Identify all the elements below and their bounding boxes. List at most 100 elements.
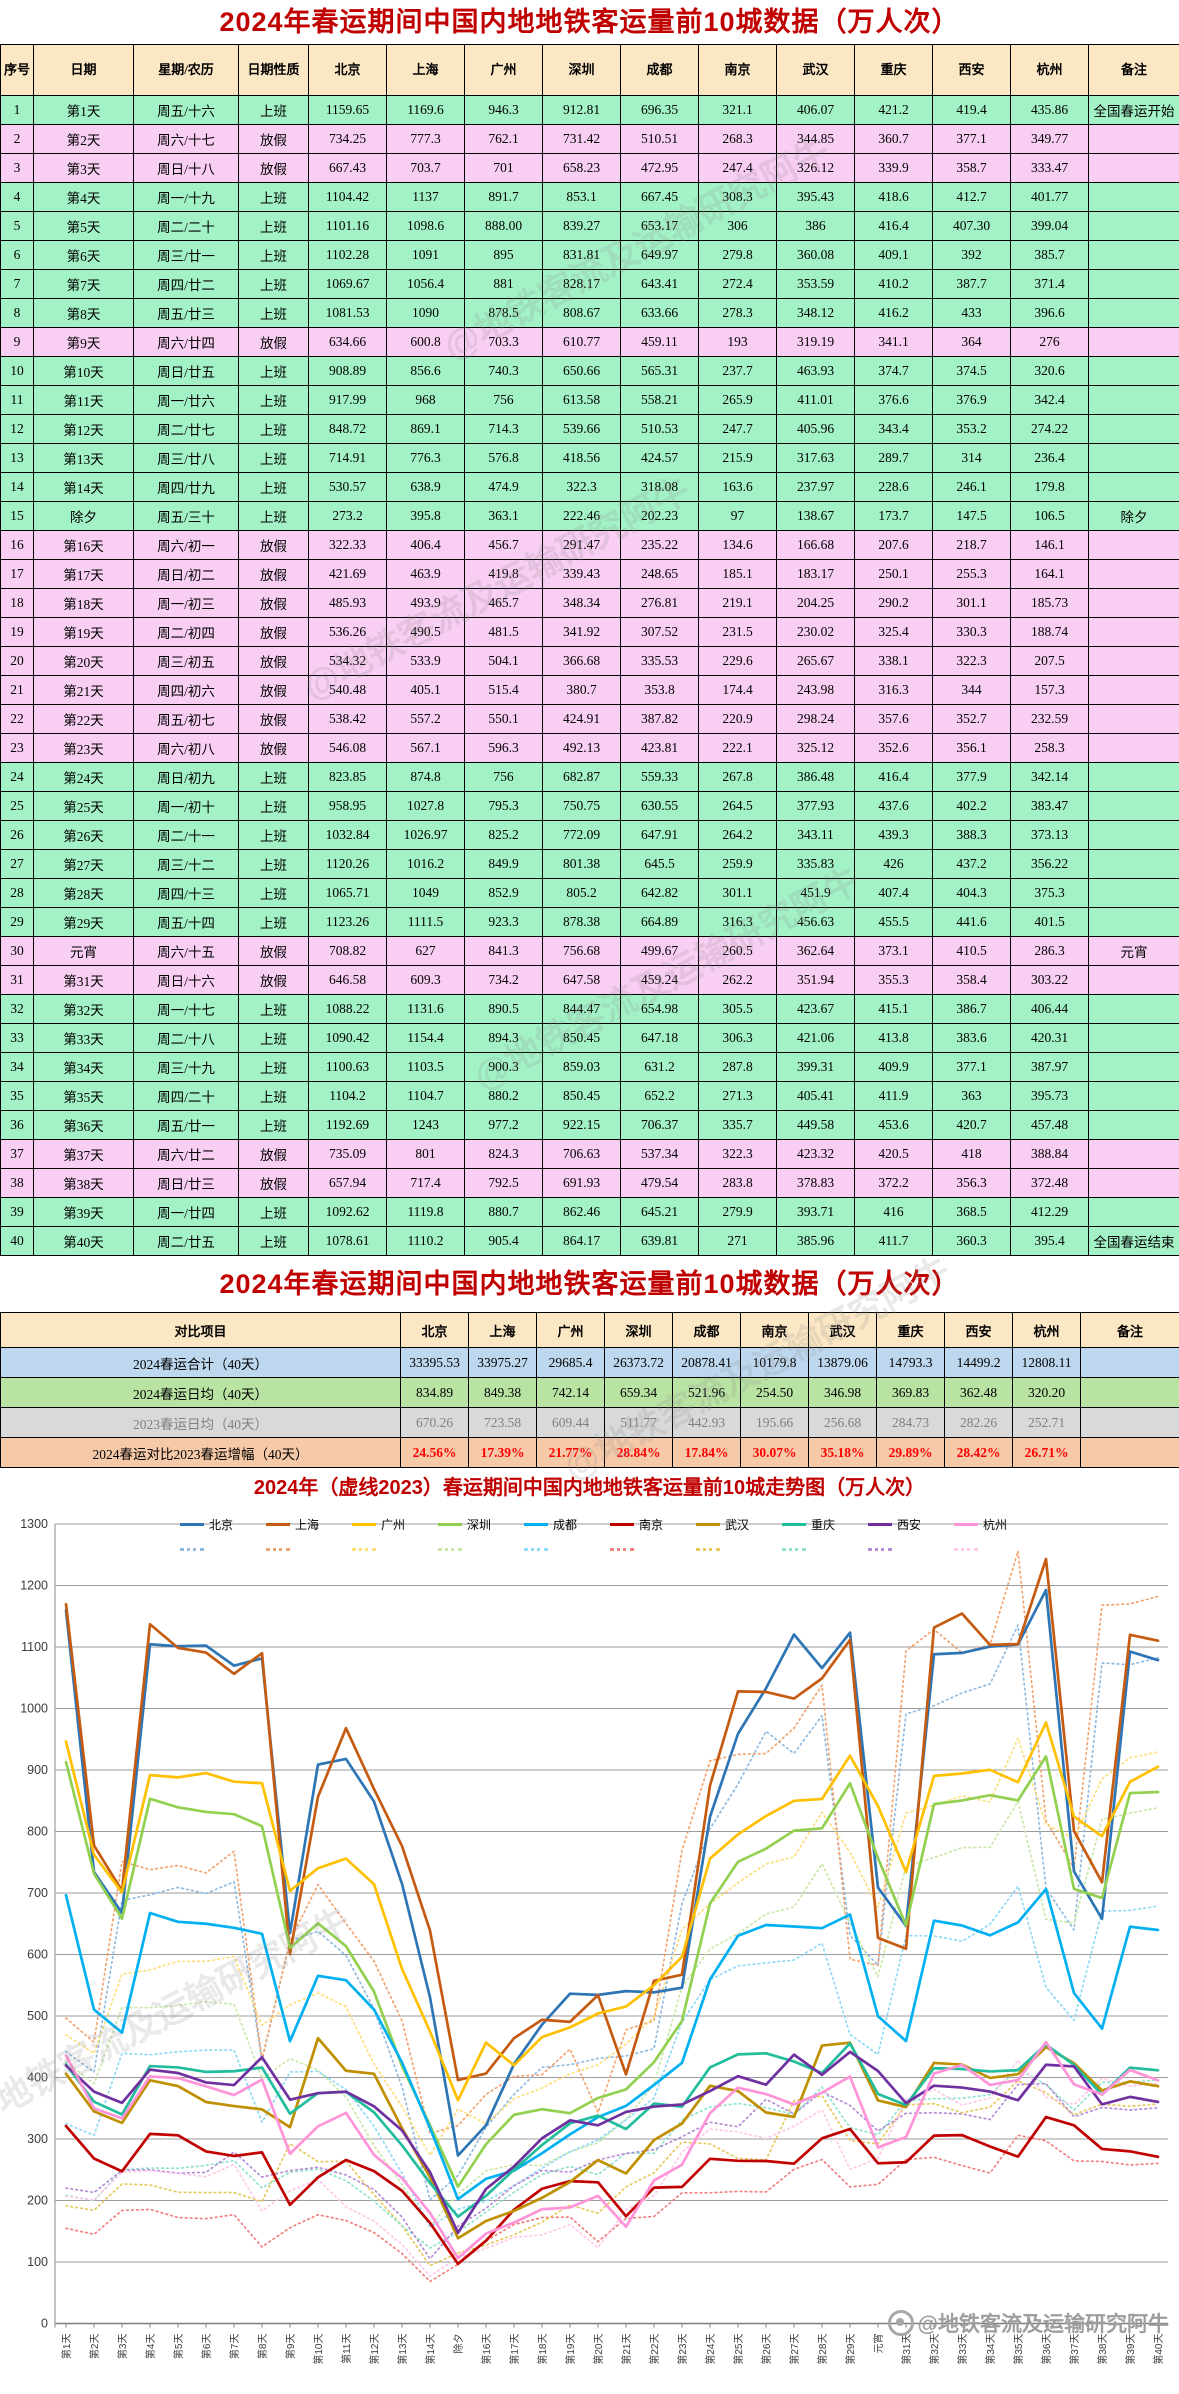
table-cell: 第21天 bbox=[33, 675, 134, 705]
note-cell bbox=[1088, 414, 1179, 444]
summary-row: 2023春运日均（40天） 670.26 723.58 609.44 511.77 442… bbox=[0, 1407, 1179, 1438]
y-tick-label: 800 bbox=[27, 1825, 48, 1839]
table-cell: 510.51 bbox=[620, 124, 699, 154]
column-header: 成都 bbox=[620, 44, 699, 96]
table-cell: 413.8 bbox=[854, 1023, 933, 1053]
table-cell: 1081.53 bbox=[308, 298, 387, 328]
table-cell: 792.5 bbox=[464, 1168, 543, 1198]
table-cell: 318.08 bbox=[620, 472, 699, 502]
table-cell: 上班 bbox=[238, 414, 309, 444]
table-cell: 900.3 bbox=[464, 1052, 543, 1082]
column-header: 上海 bbox=[386, 44, 465, 96]
summary-value: 346.98 bbox=[808, 1377, 877, 1408]
table-row: 39 第39天 周一/廿四 上班 1092.62 1119.8 880.7 862.46 645… bbox=[0, 1197, 1179, 1227]
table-cell: 441.6 bbox=[932, 907, 1011, 937]
table-cell: 539.66 bbox=[542, 414, 621, 444]
table-cell: 352.6 bbox=[854, 733, 933, 763]
table-cell: 1016.2 bbox=[386, 849, 465, 879]
table-row: 40 第40天 周二/廿五 上班 1078.61 1110.2 905.4 864.17 639… bbox=[0, 1226, 1179, 1256]
table-cell: 385.7 bbox=[1010, 240, 1089, 270]
table-cell: 735.09 bbox=[308, 1139, 387, 1169]
table-cell: 周六/廿二 bbox=[133, 1139, 239, 1169]
table-cell: 762.1 bbox=[464, 124, 543, 154]
table-cell: 880.2 bbox=[464, 1081, 543, 1111]
table-cell: 243.98 bbox=[776, 675, 855, 705]
table-cell: 387.97 bbox=[1010, 1052, 1089, 1082]
row-index: 25 bbox=[0, 791, 34, 821]
table-row: 5 第5天 周二/二十 上班 1101.16 1098.6 888.00 839.27 653.… bbox=[0, 211, 1179, 241]
table-cell: 691.93 bbox=[542, 1168, 621, 1198]
x-tick-label: 第1天 bbox=[60, 2334, 73, 2360]
table-cell: 343.11 bbox=[776, 820, 855, 850]
table-cell: 405.96 bbox=[776, 414, 855, 444]
table-cell: 258.3 bbox=[1010, 733, 1089, 763]
table-cell: 236.4 bbox=[1010, 443, 1089, 473]
table-row: 21 第21天 周四/初六 放假 540.48 405.1 515.4 380.7 353.8 1… bbox=[0, 675, 1179, 705]
table-cell: 周一/十九 bbox=[133, 182, 239, 212]
table-cell: 上班 bbox=[238, 820, 309, 850]
summary-value: 659.34 bbox=[604, 1377, 673, 1408]
table-cell: 301.1 bbox=[932, 588, 1011, 618]
table-cell: 164.1 bbox=[1010, 559, 1089, 589]
note-cell bbox=[1088, 385, 1179, 415]
summary-value: 369.83 bbox=[876, 1377, 945, 1408]
table-cell: 188.74 bbox=[1010, 617, 1089, 647]
table-row: 13 第13天 周三/廿八 上班 714.91 776.3 576.8 418.56 424.5… bbox=[0, 443, 1179, 473]
summary-value: 30.07% bbox=[740, 1437, 809, 1468]
table-cell: 360.7 bbox=[854, 124, 933, 154]
note-cell bbox=[1088, 124, 1179, 154]
table-cell: 218.7 bbox=[932, 530, 1011, 560]
table-cell: 放假 bbox=[238, 153, 309, 183]
summary-value: 442.93 bbox=[672, 1407, 741, 1438]
table-cell: 264.5 bbox=[698, 791, 777, 821]
table-cell: 上班 bbox=[238, 240, 309, 270]
note-cell bbox=[1088, 965, 1179, 995]
table-cell: 831.81 bbox=[542, 240, 621, 270]
table-cell: 530.57 bbox=[308, 472, 387, 502]
x-tick-label: 第10天 bbox=[312, 2334, 325, 2365]
table-cell: 396.6 bbox=[1010, 298, 1089, 328]
table-cell: 1104.2 bbox=[308, 1081, 387, 1111]
daily-data-table: 序号 日期 星期/农历 日期性质 北京 上海 广州 深圳 成都 南京 武汉 重庆 西安 杭州 备注 1 第1天周… bbox=[0, 44, 1179, 1256]
table-cell: 839.27 bbox=[542, 211, 621, 241]
table-cell: 1119.8 bbox=[386, 1197, 465, 1227]
table-cell: 880.7 bbox=[464, 1197, 543, 1227]
table-cell: 291.47 bbox=[542, 530, 621, 560]
table-cell: 276.81 bbox=[620, 588, 699, 618]
table-cell: 649.97 bbox=[620, 240, 699, 270]
table-cell: 上班 bbox=[238, 472, 309, 502]
table-cell: 放假 bbox=[238, 704, 309, 734]
note-cell bbox=[1088, 878, 1179, 908]
table-cell: 701 bbox=[464, 153, 543, 183]
table-cell: 352.7 bbox=[932, 704, 1011, 734]
table-cell: 610.77 bbox=[542, 327, 621, 357]
header-row: 对比项目 北京 上海 广州 深圳 成都 南京 武汉 重庆 西安 杭州 备注 bbox=[0, 1312, 1179, 1348]
row-index: 19 bbox=[0, 617, 34, 647]
table-cell: 416 bbox=[854, 1197, 933, 1227]
column-header: 杭州 bbox=[1012, 1312, 1081, 1348]
table-cell: 289.7 bbox=[854, 443, 933, 473]
table-cell: 周二/十一 bbox=[133, 820, 239, 850]
table-cell: 上班 bbox=[238, 182, 309, 212]
summary-value: 28.42% bbox=[944, 1437, 1013, 1468]
table-cell: 1131.6 bbox=[386, 994, 465, 1024]
summary-value: 20878.41 bbox=[672, 1347, 741, 1378]
table-cell: 138.67 bbox=[776, 501, 855, 531]
table-cell: 元宵 bbox=[33, 936, 134, 966]
y-tick-label: 900 bbox=[27, 1763, 48, 1777]
row-index: 36 bbox=[0, 1110, 34, 1140]
table-cell: 801 bbox=[386, 1139, 465, 1169]
summary-row: 2024春运日均（40天） 834.89 849.38 742.14 659.34 521… bbox=[0, 1377, 1179, 1408]
table-cell: 734.25 bbox=[308, 124, 387, 154]
table-cell: 上班 bbox=[238, 1081, 309, 1111]
table-cell: 449.58 bbox=[776, 1110, 855, 1140]
table-cell: 377.1 bbox=[932, 1052, 1011, 1082]
table-cell: 411.7 bbox=[854, 1226, 933, 1256]
table-cell: 308.3 bbox=[698, 182, 777, 212]
table-cell: 322.3 bbox=[932, 646, 1011, 676]
x-tick-label: 第16天 bbox=[480, 2334, 493, 2365]
table-cell: 682.87 bbox=[542, 762, 621, 792]
table-cell: 420.7 bbox=[932, 1110, 1011, 1140]
table-cell: 490.5 bbox=[386, 617, 465, 647]
table-cell: 421.2 bbox=[854, 95, 933, 125]
